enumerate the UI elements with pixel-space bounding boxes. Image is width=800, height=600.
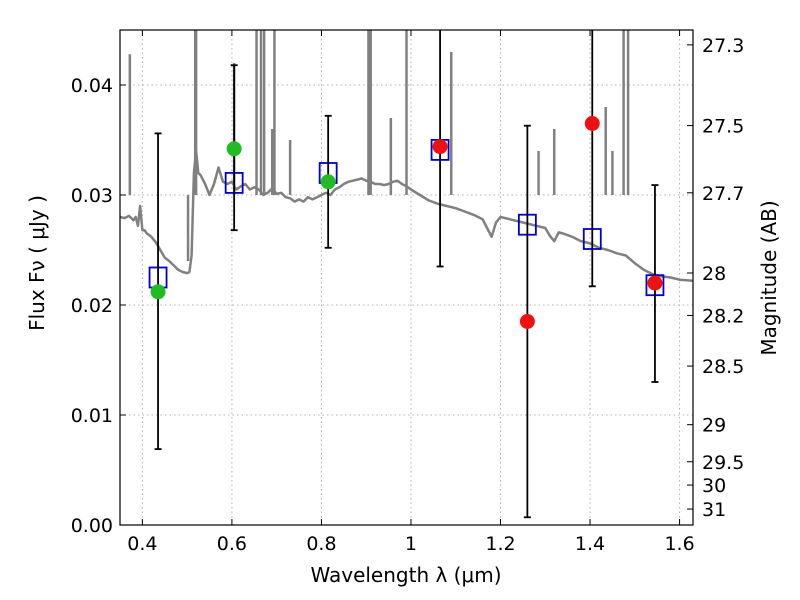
error-bars (150, 30, 663, 519)
y2-tick-label: 31 (702, 499, 726, 521)
observed-flux-point (150, 284, 166, 300)
y-tick-label: 0.02 (71, 295, 113, 317)
y-tick-label: 0.00 (71, 515, 113, 537)
y2-tick-label: 27.7 (702, 183, 744, 205)
plot-data (120, 30, 693, 297)
spectrum-line (120, 149, 693, 283)
observed-flux-point (519, 314, 535, 329)
x-tick-label: 0.4 (127, 533, 157, 555)
y-tick-label: 0.01 (71, 405, 113, 427)
y2-tick-label: 28 (702, 263, 726, 285)
axis-ticks: 0.4 0.6 0.8 1 1.2 1.4 1.6 0.00 0.01 0.02 0.03 0.04 2… (71, 30, 744, 555)
observed-flux-point (320, 174, 336, 190)
observed-flux-point (432, 139, 448, 155)
y2-tick-label: 30 (702, 475, 726, 497)
x-tick-label: 1.4 (575, 533, 605, 555)
x-tick-label: 1.6 (664, 533, 694, 555)
x-tick-label: 0.6 (217, 533, 247, 555)
observed-flux-point (584, 116, 600, 131)
plot-frame (119, 29, 694, 526)
y2-tick-label: 29.5 (702, 452, 744, 474)
y2-tick-label: 27.5 (702, 116, 744, 138)
y2-axis-title: Magnitude (AB) (757, 200, 781, 355)
y-axis-title: Flux Fν ( μJy ) (25, 195, 49, 331)
x-tick-label: 1.2 (485, 533, 515, 555)
observed-flux-point (226, 141, 242, 157)
y2-tick-label: 28.2 (702, 305, 744, 327)
y2-tick-label: 29 (702, 415, 726, 437)
x-axis-title: Wavelength λ (μm) (310, 563, 501, 587)
x-tick-label: 0.8 (306, 533, 336, 555)
observed-flux-point (647, 275, 663, 291)
y-tick-label: 0.04 (71, 75, 113, 97)
y2-tick-label: 28.5 (702, 356, 744, 378)
y-tick-label: 0.03 (71, 185, 113, 207)
y2-tick-label: 27.3 (702, 35, 744, 57)
x-tick-label: 1 (405, 533, 417, 555)
